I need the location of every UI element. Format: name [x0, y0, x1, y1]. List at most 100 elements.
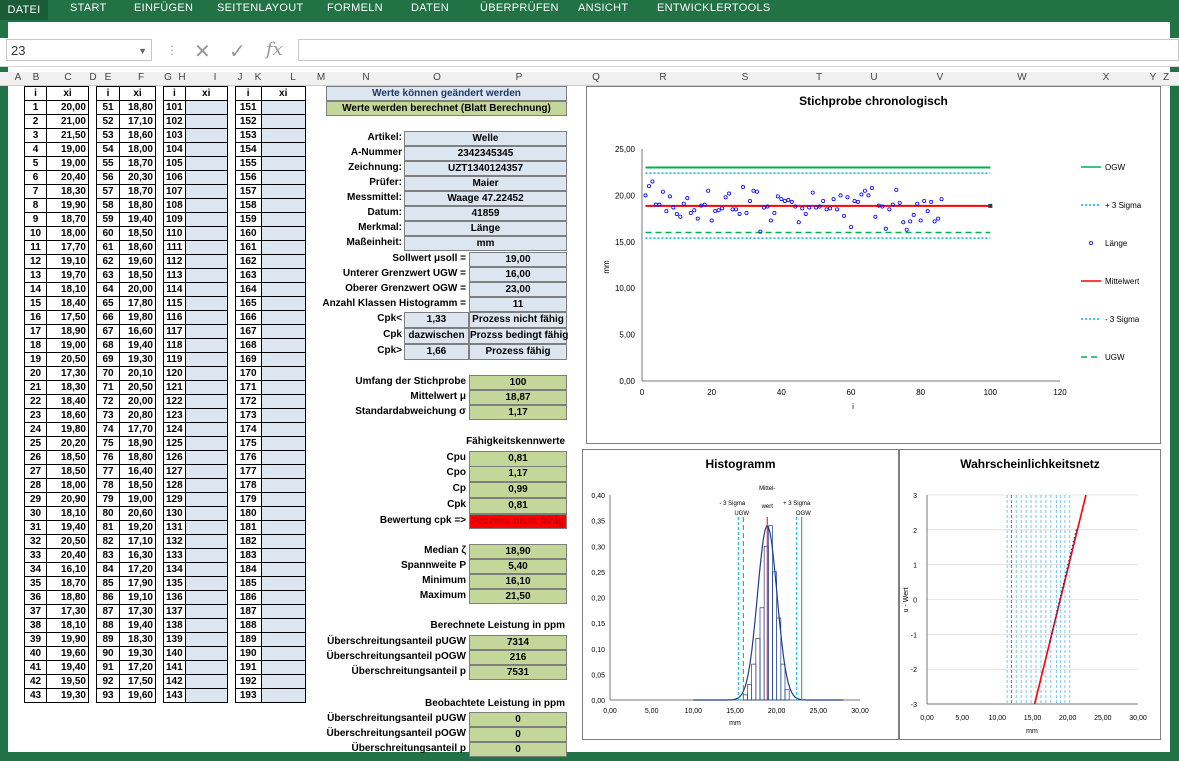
index-cell[interactable]: 4	[24, 142, 47, 157]
empty-value-cell[interactable]	[260, 436, 306, 451]
tab-developer[interactable]: ENTWICKLERTOOLS	[657, 2, 771, 14]
value-cell[interactable]: 20,50	[119, 380, 156, 395]
value-cell[interactable]: 18,80	[46, 590, 89, 605]
empty-value-cell[interactable]	[260, 632, 306, 647]
value-cell[interactable]: 20,90	[46, 492, 89, 507]
index-cell[interactable]: 181	[234, 520, 262, 535]
cpk-rating[interactable]: Prozss bedingt fähig	[469, 328, 568, 344]
column-header-t[interactable]: T	[815, 72, 823, 83]
value-cell[interactable]: 20,20	[46, 436, 89, 451]
value-cell[interactable]: 19,80	[119, 310, 156, 325]
cpk-limit[interactable]: 1,33	[404, 312, 469, 328]
empty-value-cell[interactable]	[260, 618, 306, 633]
enter-icon[interactable]: ✓	[229, 41, 246, 63]
table-header[interactable]: xi	[260, 86, 306, 101]
name-box[interactable]: 23 ▼	[6, 39, 152, 61]
value-cell[interactable]: 19,00	[46, 142, 89, 157]
column-header-b[interactable]: B	[32, 72, 40, 83]
index-cell[interactable]: 123	[163, 408, 186, 423]
index-cell[interactable]: 89	[96, 632, 120, 647]
index-cell[interactable]: 74	[96, 422, 120, 437]
index-cell[interactable]: 124	[163, 422, 186, 437]
value-cell[interactable]: 21,00	[46, 114, 89, 129]
index-cell[interactable]: 127	[163, 464, 186, 479]
field-value[interactable]: Welle	[404, 131, 567, 146]
index-cell[interactable]: 39	[24, 632, 47, 647]
index-cell[interactable]: 136	[163, 590, 186, 605]
index-cell[interactable]: 29	[24, 492, 47, 507]
value-cell[interactable]: 18,90	[46, 324, 89, 339]
value-cell[interactable]: 19,10	[46, 254, 89, 269]
empty-value-cell[interactable]	[260, 478, 306, 493]
empty-value-cell[interactable]	[184, 408, 228, 423]
index-cell[interactable]: 54	[96, 142, 120, 157]
value-cell[interactable]: 18,30	[119, 632, 156, 647]
index-cell[interactable]: 170	[234, 366, 262, 381]
index-cell[interactable]: 5	[24, 156, 47, 171]
index-cell[interactable]: 108	[163, 198, 186, 213]
index-cell[interactable]: 183	[234, 548, 262, 563]
index-cell[interactable]: 114	[163, 282, 186, 297]
index-cell[interactable]: 34	[24, 562, 47, 577]
index-cell[interactable]: 157	[234, 184, 262, 199]
empty-value-cell[interactable]	[260, 646, 306, 661]
index-cell[interactable]: 171	[234, 380, 262, 395]
index-cell[interactable]: 153	[234, 128, 262, 143]
column-header-y[interactable]: Y	[1149, 72, 1157, 83]
empty-value-cell[interactable]	[184, 114, 228, 129]
value-cell[interactable]: 19,50	[46, 674, 89, 689]
table-header[interactable]: i	[96, 86, 120, 101]
value-cell[interactable]: 18,50	[46, 450, 89, 465]
index-cell[interactable]: 156	[234, 170, 262, 185]
column-header-e[interactable]: E	[104, 72, 112, 83]
empty-value-cell[interactable]	[184, 422, 228, 437]
empty-value-cell[interactable]	[184, 548, 228, 563]
index-cell[interactable]: 137	[163, 604, 186, 619]
index-cell[interactable]: 55	[96, 156, 120, 171]
index-cell[interactable]: 30	[24, 506, 47, 521]
empty-value-cell[interactable]	[184, 534, 228, 549]
value-cell[interactable]: 19,30	[119, 352, 156, 367]
index-cell[interactable]: 12	[24, 254, 47, 269]
index-cell[interactable]: 142	[163, 674, 186, 689]
index-cell[interactable]: 105	[163, 156, 186, 171]
index-cell[interactable]: 41	[24, 660, 47, 675]
field-value[interactable]: Maier	[404, 176, 567, 191]
value-cell[interactable]: 18,30	[46, 184, 89, 199]
cancel-icon[interactable]: ✕	[194, 41, 211, 63]
column-header-v[interactable]: V	[936, 72, 944, 83]
index-cell[interactable]: 116	[163, 310, 186, 325]
empty-value-cell[interactable]	[184, 324, 228, 339]
value-cell[interactable]: 19,00	[46, 156, 89, 171]
index-cell[interactable]: 37	[24, 604, 47, 619]
index-cell[interactable]: 125	[163, 436, 186, 451]
function-icon[interactable]: fx	[266, 39, 283, 60]
empty-value-cell[interactable]	[260, 170, 306, 185]
spec-value[interactable]: 19,00	[469, 252, 567, 267]
index-cell[interactable]: 86	[96, 590, 120, 605]
empty-value-cell[interactable]	[184, 254, 228, 269]
empty-value-cell[interactable]	[260, 548, 306, 563]
index-cell[interactable]: 85	[96, 576, 120, 591]
index-cell[interactable]: 92	[96, 674, 120, 689]
index-cell[interactable]: 119	[163, 352, 186, 367]
empty-value-cell[interactable]	[260, 128, 306, 143]
empty-value-cell[interactable]	[260, 380, 306, 395]
value-cell[interactable]: 18,60	[119, 240, 156, 255]
column-header-q[interactable]: Q	[592, 72, 600, 83]
empty-value-cell[interactable]	[260, 492, 306, 507]
index-cell[interactable]: 154	[234, 142, 262, 157]
empty-value-cell[interactable]	[260, 366, 306, 381]
value-cell[interactable]: 19,40	[46, 660, 89, 675]
index-cell[interactable]: 175	[234, 436, 262, 451]
value-cell[interactable]: 17,70	[46, 240, 89, 255]
tab-formulas[interactable]: FORMELN	[327, 2, 383, 14]
empty-value-cell[interactable]	[260, 576, 306, 591]
value-cell[interactable]: 18,80	[119, 198, 156, 213]
index-cell[interactable]: 14	[24, 282, 47, 297]
value-cell[interactable]: 21,50	[46, 128, 89, 143]
value-cell[interactable]: 17,10	[119, 534, 156, 549]
index-cell[interactable]: 132	[163, 534, 186, 549]
index-cell[interactable]: 110	[163, 226, 186, 241]
column-header-a[interactable]: A	[14, 72, 22, 83]
